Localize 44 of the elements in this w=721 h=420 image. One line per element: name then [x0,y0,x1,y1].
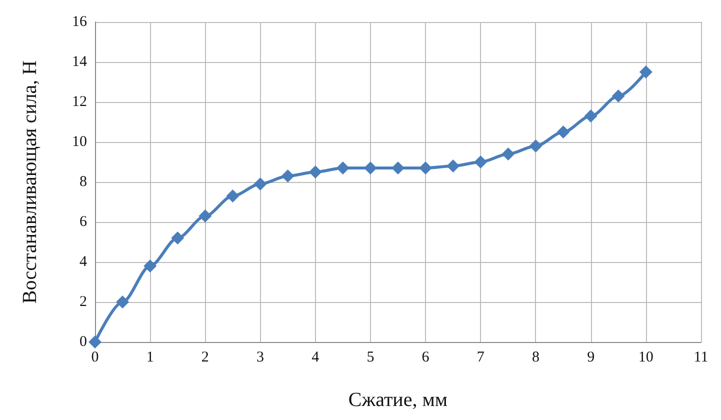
point [336,162,350,174]
point [556,126,570,138]
x-tick-label: 0 [91,350,99,366]
point [639,66,652,78]
point [144,260,157,272]
point [281,170,294,182]
point [254,178,267,190]
y-tick-label: 10 [72,134,87,150]
x-tick-label: 1 [146,350,154,366]
point [116,296,130,308]
point [584,110,598,122]
x-tick-label: 10 [638,350,654,366]
point [612,90,625,102]
point [364,162,377,174]
point [226,190,240,202]
x-axis-title: Сжатие, мм [348,389,448,411]
x-tick-label: 5 [366,350,374,366]
x-tick-label: 11 [694,350,708,366]
point [171,232,184,244]
y-tick-label: 4 [80,254,88,270]
point [392,162,404,174]
point [529,140,542,152]
point [474,156,488,168]
point [198,210,212,222]
y-tick-label: 2 [80,294,87,310]
x-tick-label: 6 [422,350,430,366]
x-tick-label: 3 [256,350,264,366]
y-tick-label: 8 [80,174,87,190]
y-tick-label: 12 [72,94,87,110]
point [308,166,322,178]
y-axis-title: Восстанавливающая сила, Н [19,60,41,304]
x-tick-label: 9 [587,350,595,366]
y-tick-label: 16 [72,14,88,30]
x-tick-label: 8 [532,350,540,366]
point [502,148,515,160]
point [446,160,460,172]
point [419,162,432,174]
point [88,336,102,348]
x-tick-label: 2 [201,350,209,366]
y-tick-label: 0 [80,334,87,350]
x-tick-label: 7 [476,350,485,366]
y-tick-label: 6 [80,214,88,230]
y-tick-label: 14 [72,54,88,70]
x-tick-label: 4 [312,350,320,366]
